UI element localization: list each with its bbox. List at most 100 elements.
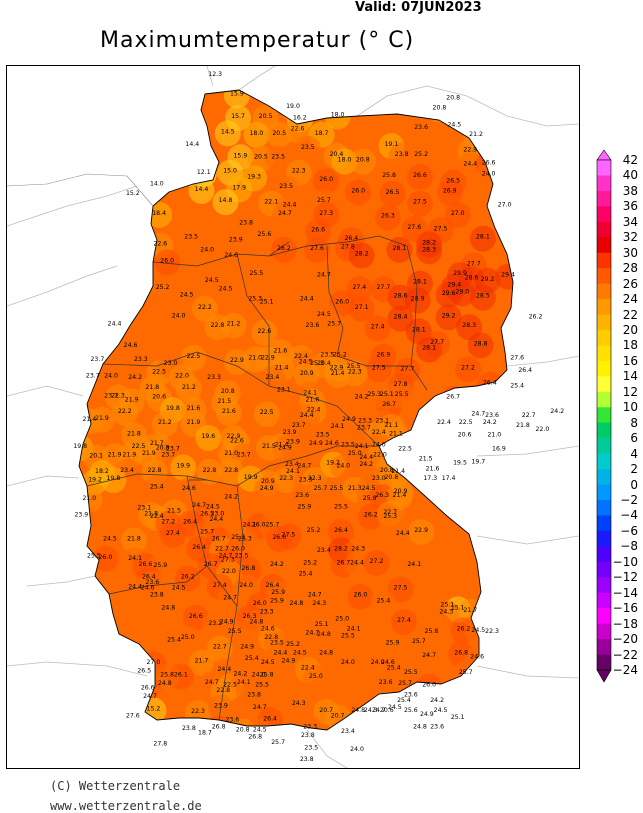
temperature-value: 19.2: [88, 477, 102, 484]
temperature-value: 28.3: [422, 246, 436, 253]
temperature-value: 23.3: [358, 418, 372, 425]
temperature-value: 26.0: [335, 298, 349, 305]
temperature-value: 22.3: [308, 475, 322, 482]
temperature-value: 26.2: [277, 245, 291, 252]
temperature-blob: [379, 631, 406, 658]
temperature-value: 27.7: [467, 260, 481, 267]
temperature-value: 20.8: [446, 95, 460, 102]
temperature-value: 26.4: [266, 582, 280, 589]
temperature-value: 28.9: [411, 295, 425, 302]
temperature-value: 24.5: [172, 585, 186, 592]
temperature-value: 23.3: [303, 724, 317, 731]
temperature-blob: [364, 315, 391, 342]
temperature-value: 21.8: [127, 536, 141, 543]
temperature-value: 25.7: [412, 638, 426, 645]
temperature-value: 20.6: [458, 432, 472, 439]
temperature-value: 23.6: [306, 322, 320, 329]
temperature-value: 21.6: [187, 405, 201, 412]
temperature-value: 14.0: [150, 180, 164, 187]
temperature-value: 28.5: [476, 293, 490, 300]
colorbar-tick-label: −18: [612, 616, 638, 631]
temperature-value: 21.5: [217, 398, 231, 405]
temperature-blob: [220, 312, 247, 339]
temperature-value: 20.5: [254, 154, 268, 161]
temperature-value: 25.9: [271, 589, 285, 596]
temperature-value: 23.5: [184, 234, 198, 241]
temperature-blob: [328, 519, 355, 546]
temperature-value: 26.7: [446, 394, 460, 401]
temperature-value: 18.7: [315, 130, 329, 137]
temperature-value: 26.2: [181, 573, 195, 580]
temperature-value: 24.8: [351, 707, 365, 714]
temperature-value: 23.8: [247, 691, 261, 698]
temperature-blob: [467, 332, 494, 359]
temperature-blob: [243, 262, 270, 289]
temperature-value: 20.4: [330, 151, 344, 158]
temperature-blob: [357, 503, 384, 530]
temperature-value: 24.8: [319, 649, 333, 656]
temperature-value: 27.6: [510, 354, 524, 361]
colorbar-segment: [597, 283, 611, 300]
temperature-value: 24.0: [239, 582, 253, 589]
temperature-value: 23.7: [237, 451, 251, 458]
colorbar-segment: [597, 639, 611, 656]
temperature-value: 21.8: [127, 430, 141, 437]
temperature-value: 21.0: [487, 432, 501, 439]
temperature-blob: [253, 477, 280, 504]
temperature-value: 22.2: [198, 304, 212, 311]
temperature-value: 26.9: [443, 187, 457, 194]
temperature-value: 17.9: [232, 185, 246, 192]
temperature-value: 27.8: [153, 741, 167, 748]
temperature-value: 18.4: [152, 210, 166, 217]
temperature-value: 24.5: [299, 359, 313, 366]
temperature-value: 24.6: [470, 653, 484, 660]
temperature-value: 26.2: [364, 512, 378, 519]
temperature-value: 20.9: [300, 370, 314, 377]
temperature-value: 19.3: [247, 173, 261, 180]
temperature-value: 24.6: [124, 342, 138, 349]
temperature-blob: [265, 145, 292, 172]
temperature-value: 26.0: [354, 592, 368, 599]
temperature-value: 24.1: [243, 522, 257, 529]
temperature-value: 22.5: [260, 409, 274, 416]
temperature-value: 24.6: [325, 440, 339, 447]
temperature-value: 24.1: [355, 443, 369, 450]
temperature-value: 21.3: [348, 485, 362, 492]
colorbar-tick-label: 4: [630, 446, 638, 461]
map-title: Maximumtemperatur (° C): [100, 28, 415, 53]
temperature-value: 15.2: [126, 190, 140, 197]
temperature-value: 14.4: [185, 141, 199, 148]
temperature-value: 26.0: [98, 554, 112, 561]
colorbar-segment: [597, 221, 611, 238]
temperature-value: 23.3: [299, 477, 313, 484]
temperature-blob: [215, 399, 242, 426]
temperature-value: 24.5: [471, 627, 485, 634]
temperature-value: 24.3: [439, 609, 453, 616]
colorbar-tick-label: 28: [622, 261, 638, 276]
temperature-value: 21.9: [108, 451, 122, 458]
temperature-value: 22.6: [153, 241, 167, 248]
temperature-blob: [251, 319, 278, 346]
temperature-value: 23.4: [120, 467, 134, 474]
colorbar-segment: [597, 530, 611, 547]
temperature-value: 27.0: [498, 201, 512, 208]
temperature-value: 22.4: [150, 513, 164, 520]
temperature-value: 25.4: [245, 655, 259, 662]
colorbar-top-arrow: [596, 149, 612, 161]
temperature-value: 23.5: [304, 745, 318, 752]
temperature-value: 24.1: [331, 423, 345, 430]
temperature-value: 22.7: [213, 644, 227, 651]
temperature-value: 26.7: [204, 561, 218, 568]
colorbar-tick-label: 16: [622, 353, 638, 368]
temperature-value: 20.1: [89, 453, 103, 460]
temperature-value: 25.1: [380, 391, 394, 398]
temperature-value: 23.8: [395, 151, 409, 158]
temperature-blob: [345, 179, 372, 206]
temperature-value: 21.6: [426, 465, 440, 472]
temperature-value: 24.7: [298, 463, 312, 470]
temperature-value: 27.7: [376, 284, 390, 291]
temperature-value: 20.8: [156, 444, 170, 451]
temperature-value: 18.0: [331, 112, 345, 119]
temperature-blob: [344, 551, 371, 578]
temperature-blob: [194, 238, 221, 265]
